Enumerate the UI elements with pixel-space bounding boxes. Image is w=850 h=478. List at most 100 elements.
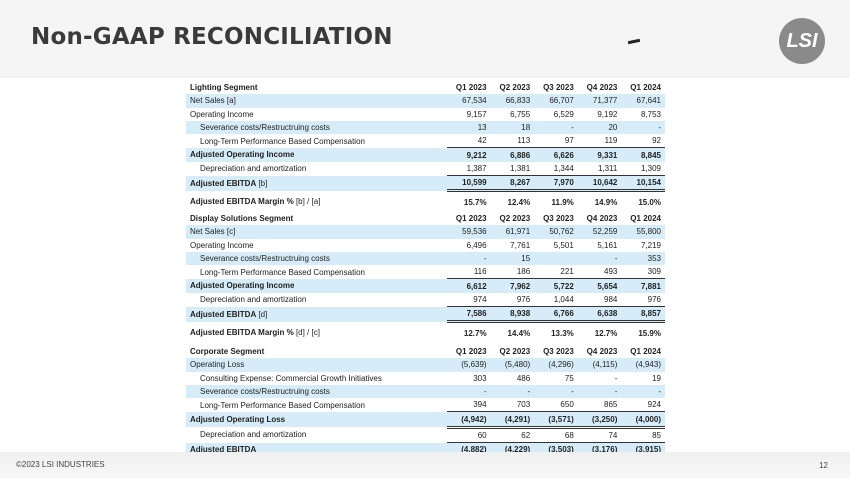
reconciliation-table: Corporate Segment Q1 2023 Q2 2023 Q3 2023 Q4… <box>186 345 665 458</box>
cell-value: 6,626 <box>534 147 578 162</box>
cell-value: 14.4% <box>507 328 531 338</box>
row-label: Adjusted EBITDA Margin % [d] / [c] <box>186 322 447 340</box>
cell-value: 493 <box>604 267 618 277</box>
cell-value: 8,267 <box>490 175 535 193</box>
cell-value: (4,942) <box>447 411 491 429</box>
cell-value <box>534 251 578 266</box>
cell-value: 309 <box>647 267 661 277</box>
cell-value: 12.7% <box>594 328 618 338</box>
reconciliation-table: Lighting Segment Q1 2023 Q2 2023 Q3 2023 Q4 … <box>186 81 665 209</box>
row-label-ref: [d] <box>256 309 268 319</box>
row-label: Adjusted Operating Income <box>186 147 447 162</box>
page-number: 12 <box>819 461 828 470</box>
cell-value: (4,943) <box>621 358 665 372</box>
row-label: Severance costs/Restructruing costs <box>186 251 447 266</box>
cell-value: 5,501 <box>553 240 574 250</box>
cell-value: 6,638 <box>577 306 622 324</box>
cell-value: 5,161 <box>597 240 618 250</box>
cell-value: - <box>447 251 491 266</box>
cell-value: 7,962 <box>490 278 535 293</box>
row-label: Adjusted EBITDA Margin % [b] / [a] <box>186 191 447 209</box>
cell-value: 186 <box>516 267 531 277</box>
cell-value: 9,212 <box>447 147 491 162</box>
row-label: Depreciation and amortization <box>186 427 447 442</box>
cell-value: 60 <box>477 430 487 440</box>
table-row: Severance costs/Restructruing costs - - - - - <box>186 384 665 399</box>
cell-value: 62 <box>521 430 531 440</box>
row-label-ref: [b] / [a] <box>293 196 321 206</box>
cell-value: 6,529 <box>553 109 574 119</box>
column-header: Q4 2023 <box>586 83 618 93</box>
cell-value: 1,044 <box>553 294 574 304</box>
cell-value: 303 <box>473 373 487 383</box>
cell-value: 5,722 <box>534 278 578 293</box>
table-row: Operating Income 6,496 7,761 5,501 5,161 7,21… <box>186 239 665 252</box>
table-row: Severance costs/Restructruing costs 13 18-… <box>186 120 665 135</box>
display-solutions-segment-table: Display Solutions Segment Q1 2023 Q2 2023 Q… <box>186 212 665 340</box>
row-label: Depreciation and amortization <box>186 162 447 176</box>
table-row: Consulting Expense: Commercial Growth In… <box>186 372 665 385</box>
lighting-segment-table: Lighting Segment Q1 2023 Q2 2023 Q3 2023 Q4 … <box>186 81 665 209</box>
cell-value: 66,707 <box>534 94 578 108</box>
row-label-text: Adjusted EBITDA Margin % <box>190 196 294 206</box>
cell-value: 7,881 <box>621 278 665 293</box>
row-label: Adjusted EBITDA [d] <box>186 306 447 322</box>
row-label: Long-Term Performance Based Compensation <box>186 134 447 148</box>
cell-value: 12.4% <box>507 197 531 207</box>
row-label: Severance costs/Restructruing costs <box>186 120 447 135</box>
cell-value: - <box>534 384 578 399</box>
table-row: Adjusted Operating Loss (4,942) (4,291) (3,… <box>186 411 665 429</box>
row-label-text: Depreciation and amortization <box>200 295 307 305</box>
row-label-text: Adjusted Operating Income <box>190 150 295 160</box>
row-label: Adjusted Operating Loss <box>186 411 447 428</box>
cell-value: (4,000) <box>621 411 665 429</box>
row-label-ref: [d] / [c] <box>293 327 320 337</box>
row-label-text: Operating Income <box>190 240 254 250</box>
cell-value: 50,762 <box>534 225 578 239</box>
cell-value: 14.9% <box>594 197 618 207</box>
segment-title: Lighting Segment <box>190 83 258 93</box>
cell-value: - <box>447 384 491 399</box>
cell-value: 15 <box>490 251 535 266</box>
row-label-text: Long-Term Performance Based Compensation <box>200 136 365 146</box>
cell-value: 8,938 <box>490 306 535 324</box>
column-header: Q3 2023 <box>543 83 574 93</box>
table-row: Adjusted EBITDA Margin % [b] / [a] 15.7% 1… <box>186 191 665 209</box>
cell-value: 9,157 <box>466 109 487 119</box>
cell-value: 9,192 <box>597 109 618 119</box>
cell-value: 1,311 <box>597 163 618 173</box>
cell-value: 61,971 <box>490 225 535 239</box>
cell-value: 6,612 <box>447 278 491 293</box>
cell-value: (4,291) <box>490 411 535 429</box>
cell-value: 7,219 <box>640 240 661 250</box>
cell-value: 11.9% <box>551 197 574 207</box>
table-row: Operating Loss (5,639) (5,480) (4,296) (4,11… <box>186 358 665 372</box>
column-header: Q1 2024 <box>630 347 661 357</box>
table-row: Net Sales [c] 59,536 61,971 50,762 52,259 55,… <box>186 225 665 239</box>
cell-value: 8,845 <box>621 147 665 162</box>
cell-value: 1,387 <box>466 163 487 173</box>
row-label-text: Depreciation and amortization <box>200 164 307 174</box>
segment-title: Corporate Segment <box>190 347 265 357</box>
row-label-text: Severance costs/Restructruing costs <box>200 254 330 264</box>
row-label: Long-Term Performance Based Compensation <box>186 265 447 279</box>
row-label-text: Consulting Expense: Commercial Growth In… <box>200 373 382 383</box>
row-label: Adjusted Operating Income <box>186 278 447 293</box>
row-label: Operating Income <box>186 239 447 252</box>
table-row: Adjusted EBITDA Margin % [d] / [c] 12.7% 1… <box>186 322 665 340</box>
page-title: Non-GAAP RECONCILIATION <box>31 24 393 50</box>
table-row: Severance costs/Restructruing costs -15-3… <box>186 251 665 266</box>
cell-value: 20 <box>577 120 622 135</box>
cell-value: 9,331 <box>577 147 622 162</box>
column-header: Q2 2023 <box>499 83 531 93</box>
column-header: Q1 2023 <box>455 347 487 357</box>
table-row: Long-Term Performance Based Compensation… <box>186 134 665 148</box>
row-label: Operating Income <box>186 108 447 121</box>
row-label: Consulting Expense: Commercial Growth In… <box>186 372 447 385</box>
row-label-text: Adjusted EBITDA Margin % <box>190 327 294 337</box>
cell-value: - <box>621 384 665 399</box>
cell-value: (3,250) <box>577 411 622 429</box>
table-row: Net Sales [a] 67,534 66,833 66,707 71,377 67,… <box>186 94 665 108</box>
cell-value: - <box>621 120 665 135</box>
cell-value: 7,586 <box>447 306 491 324</box>
